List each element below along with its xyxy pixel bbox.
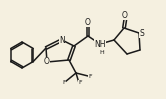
Text: O: O [85, 18, 91, 27]
Text: NH: NH [94, 40, 106, 49]
Text: O: O [122, 10, 128, 20]
Text: H: H [100, 50, 104, 55]
Text: F: F [88, 73, 92, 79]
Text: S: S [140, 29, 144, 38]
Text: F: F [78, 80, 82, 86]
Text: F: F [62, 79, 66, 85]
Text: O: O [44, 58, 50, 67]
Text: N: N [59, 36, 65, 44]
